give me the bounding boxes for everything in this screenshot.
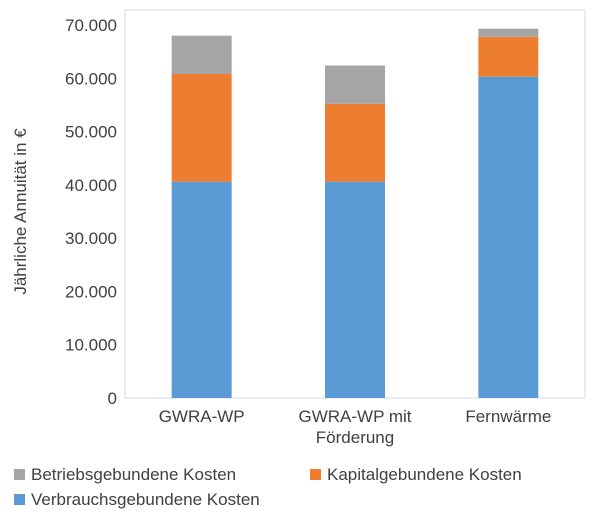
x-category-label: GWRA-WP — [159, 407, 245, 426]
x-category-label: GWRA-WP mit — [298, 407, 411, 426]
legend-swatch — [14, 469, 25, 480]
x-axis-categories: GWRA-WP GWRA-WP mit Förderung Fernwärme — [159, 407, 552, 447]
legend-label: Betriebsgebundene Kosten — [31, 465, 236, 484]
bar-segment-3-2 — [325, 65, 385, 104]
bar-segment-2-3 — [478, 36, 539, 77]
bar-segment-3-3 — [478, 28, 539, 37]
y-axis-label: Jährliche Annuität in € — [11, 128, 30, 295]
bar-segment-1-1 — [171, 181, 232, 398]
bar-segment-1-3 — [478, 76, 539, 399]
plot-area — [124, 9, 586, 399]
legend-label: Verbrauchsgebundene Kosten — [31, 490, 260, 509]
x-category-label: Förderung — [316, 428, 394, 447]
legend-swatch — [310, 469, 321, 480]
legend-label: Kapitalgebundene Kosten — [327, 465, 522, 484]
y-tick-label: 30.000 — [65, 229, 117, 248]
x-category-label: Fernwärme — [465, 407, 551, 426]
y-tick-label: 60.000 — [65, 69, 117, 88]
y-tick-label: 70.000 — [65, 16, 117, 35]
legend-swatch — [14, 494, 25, 505]
y-tick-label: 20.000 — [65, 282, 117, 301]
y-tick-label: 10.000 — [65, 336, 117, 355]
bar-segment-1-2 — [325, 181, 385, 398]
bar-segment-2-1 — [171, 74, 232, 182]
bar-segment-2-2 — [325, 103, 385, 182]
y-tick-label: 50.000 — [65, 123, 117, 142]
legend: Betriebsgebundene Kosten Kapitalgebundene… — [14, 465, 522, 509]
bar-segment-3-1 — [171, 35, 232, 75]
y-axis-ticks: 0 10.000 20.000 30.000 40.000 50.000 60.000 70.… — [65, 16, 117, 408]
y-tick-label: 40.000 — [65, 176, 117, 195]
y-tick-label: 0 — [108, 389, 117, 408]
